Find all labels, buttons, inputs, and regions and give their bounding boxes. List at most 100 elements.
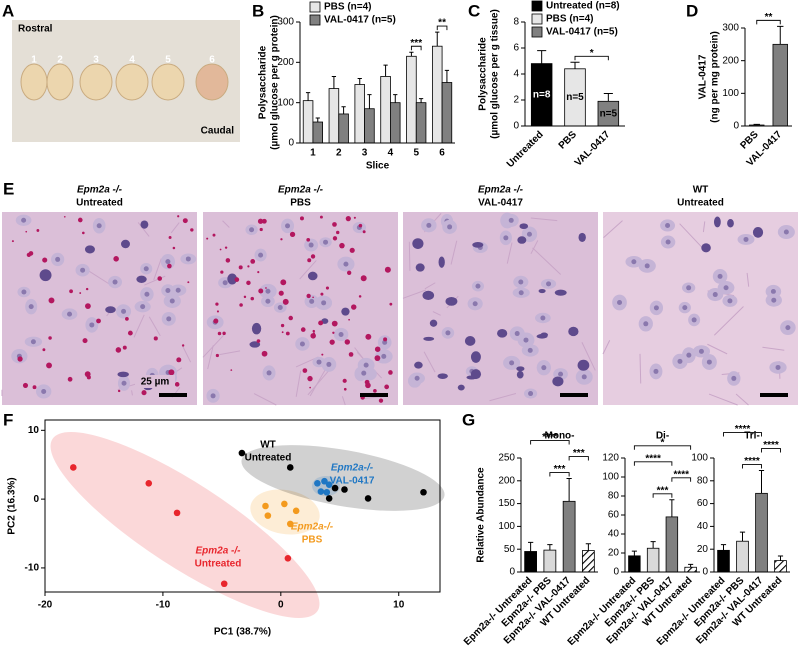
tissue-fiber bbox=[432, 311, 441, 316]
nucleus bbox=[526, 231, 532, 237]
micrograph-title: Epm2a -/- bbox=[77, 185, 123, 196]
bar bbox=[302, 100, 314, 144]
pas-deposit bbox=[374, 355, 381, 362]
pas-deposit bbox=[176, 357, 182, 363]
dark-cell bbox=[136, 275, 147, 283]
y-tick-label: 40 bbox=[608, 529, 620, 540]
nucleus bbox=[30, 339, 36, 345]
slice-number: 4 bbox=[129, 55, 135, 66]
dark-cell bbox=[516, 370, 524, 379]
dark-cell bbox=[752, 226, 764, 238]
nucleus bbox=[653, 305, 659, 311]
significance-label: ** bbox=[438, 18, 446, 29]
pas-deposit bbox=[332, 236, 338, 241]
pas-deposit bbox=[344, 339, 350, 345]
pas-deposit bbox=[174, 382, 180, 387]
chart-title: Di- bbox=[656, 431, 669, 442]
nucleus bbox=[643, 321, 649, 327]
bar bbox=[380, 76, 391, 144]
y-axis-label: (ng per mg protein) bbox=[710, 31, 721, 123]
tissue-fiber bbox=[707, 343, 728, 355]
point bbox=[262, 502, 269, 510]
point bbox=[220, 580, 228, 588]
nucleus bbox=[631, 259, 637, 265]
nucleus bbox=[21, 217, 27, 223]
error-bar bbox=[650, 541, 656, 549]
y-tick-label: 300 bbox=[722, 23, 739, 34]
tissue-fiber bbox=[762, 346, 785, 351]
pas-deposit bbox=[48, 336, 52, 340]
point bbox=[286, 464, 294, 471]
pas-deposit bbox=[86, 375, 91, 380]
pas-deposit bbox=[289, 231, 296, 238]
tissue-fiber bbox=[679, 223, 704, 250]
pas-deposit bbox=[122, 345, 127, 350]
bar-annotation: n=8 bbox=[533, 89, 551, 100]
nucleus bbox=[185, 256, 191, 262]
error-bar bbox=[720, 544, 727, 551]
tissue-fiber bbox=[424, 282, 436, 290]
error-bar bbox=[739, 531, 746, 542]
pas-deposit bbox=[246, 280, 251, 286]
point bbox=[331, 484, 339, 492]
nucleus bbox=[169, 298, 175, 304]
pas-deposit bbox=[11, 240, 14, 243]
error-bar bbox=[537, 50, 547, 64]
y-tick-label: 0 bbox=[733, 121, 739, 132]
y-tick-label: 300 bbox=[277, 17, 294, 28]
pas-deposit bbox=[329, 339, 335, 345]
bar bbox=[736, 540, 749, 573]
pas-deposit bbox=[79, 292, 82, 294]
y-tick-label: 20 bbox=[608, 548, 620, 559]
pas-deposit bbox=[85, 287, 89, 291]
error-bar bbox=[305, 92, 311, 101]
bar-annotation: n=5 bbox=[600, 108, 618, 119]
x-tick-label: 6 bbox=[439, 148, 445, 159]
error-bar bbox=[435, 31, 440, 47]
nucleus bbox=[743, 236, 749, 242]
nucleus bbox=[277, 305, 283, 311]
nucleus bbox=[644, 263, 650, 269]
tissue-fiber bbox=[489, 392, 517, 402]
nucleus bbox=[518, 290, 524, 296]
nucleus bbox=[770, 289, 776, 295]
slice-number: 3 bbox=[93, 55, 99, 66]
nucleus bbox=[783, 229, 789, 235]
nucleus bbox=[308, 242, 314, 248]
pas-deposit bbox=[384, 266, 391, 273]
pas-deposit bbox=[256, 339, 261, 343]
pas-deposit bbox=[261, 350, 268, 357]
brain-slice bbox=[195, 63, 229, 101]
y-tick-label: 0 bbox=[513, 121, 519, 132]
nucleus bbox=[723, 285, 729, 291]
y-axis-label: Polysaccharide bbox=[258, 45, 269, 119]
nucleus bbox=[717, 273, 723, 279]
pas-deposit bbox=[182, 218, 188, 224]
group-ellipse bbox=[250, 489, 320, 535]
y-tick-label: 20 bbox=[697, 544, 709, 555]
bar bbox=[755, 492, 768, 573]
nucleus bbox=[514, 331, 520, 337]
legend-label: Untreated (n=8) bbox=[546, 1, 620, 12]
bar bbox=[338, 113, 349, 144]
tissue-fiber bbox=[603, 220, 623, 238]
legend-label: VAL-0417 (n=5) bbox=[546, 27, 618, 38]
pas-deposit bbox=[257, 218, 264, 224]
panel-letter: B bbox=[252, 1, 264, 20]
pas-deposit bbox=[306, 293, 311, 299]
nucleus bbox=[89, 322, 95, 328]
tissue-fiber bbox=[153, 258, 162, 281]
error-bar bbox=[758, 470, 765, 494]
tissue-fiber bbox=[450, 240, 458, 265]
tissue-fiber bbox=[307, 366, 333, 396]
pas-deposit bbox=[250, 259, 256, 264]
pas-deposit bbox=[389, 302, 393, 306]
x-tick-label: -10 bbox=[156, 600, 171, 611]
pas-deposit bbox=[115, 347, 122, 353]
nucleus bbox=[581, 374, 587, 380]
nucleus bbox=[175, 287, 181, 293]
dark-cell bbox=[105, 306, 116, 314]
tissue-fiber bbox=[137, 222, 150, 237]
nucleus bbox=[112, 279, 118, 285]
